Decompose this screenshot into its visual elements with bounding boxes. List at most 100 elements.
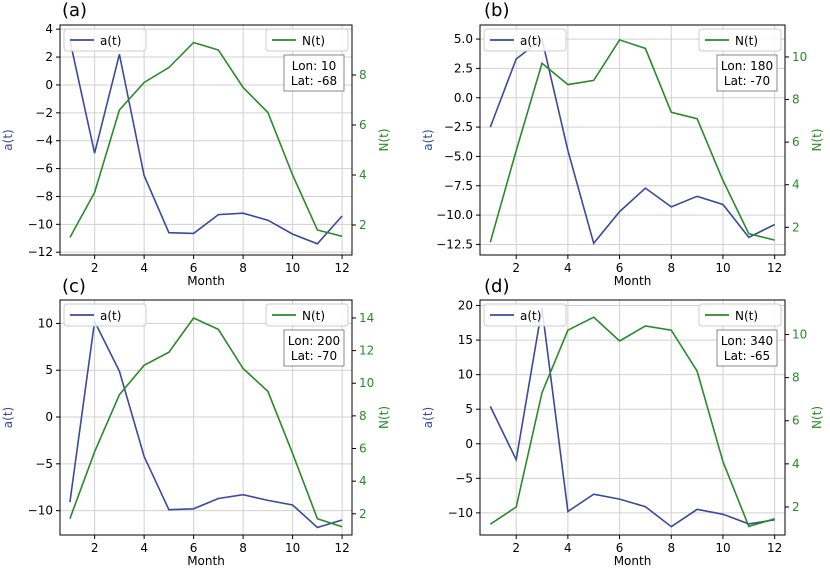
y-right-tick-label: 2 bbox=[359, 218, 367, 232]
series-line-a bbox=[69, 40, 343, 245]
y-left-tick-label: −7.5 bbox=[444, 179, 473, 193]
legend-a: a(t) bbox=[483, 28, 567, 52]
y-left-tick-label: −5 bbox=[455, 471, 473, 485]
x-tick-label: 10 bbox=[285, 261, 300, 275]
legend-box bbox=[698, 28, 782, 52]
y-left-tick-label: −5.0 bbox=[444, 149, 473, 163]
y-left-tick-label: 0 bbox=[465, 437, 473, 451]
legend-box bbox=[265, 303, 349, 327]
x-tick-label: 10 bbox=[715, 541, 730, 555]
y-left-axis-label: a(t) bbox=[1, 129, 15, 150]
x-tick-label: 4 bbox=[564, 261, 572, 275]
plot-frame bbox=[59, 24, 353, 256]
legend-n: N(t) bbox=[265, 28, 349, 52]
y-right-tick-label: 6 bbox=[359, 442, 367, 456]
y-left-tick-label: 4 bbox=[45, 22, 53, 36]
y-left-axis-label: a(t) bbox=[421, 407, 435, 428]
y-left-tick-label: −8 bbox=[35, 189, 53, 203]
y-left-tick-label: −4 bbox=[35, 134, 53, 148]
series-line-a bbox=[489, 308, 775, 528]
y-left-tick-label: −12 bbox=[28, 245, 53, 259]
series-line-a bbox=[69, 318, 343, 529]
y-right-tick-label: 8 bbox=[359, 68, 367, 82]
info-box-frame bbox=[716, 54, 778, 92]
legend-box bbox=[698, 303, 782, 327]
x-tick-label: 12 bbox=[334, 541, 349, 555]
y-right-tick-label: 4 bbox=[792, 457, 800, 471]
x-tick-label: 4 bbox=[140, 261, 148, 275]
y-right-tick-label: 2 bbox=[792, 220, 800, 234]
y-left-tick-label: 15 bbox=[458, 333, 473, 347]
y-right-tick-label: 4 bbox=[792, 178, 800, 192]
legend-box bbox=[63, 303, 147, 327]
legend-a: a(t) bbox=[63, 303, 147, 327]
panel-label: (b) bbox=[484, 0, 509, 21]
x-axis-label: Month bbox=[614, 274, 652, 288]
x-axis-label: Month bbox=[614, 554, 652, 568]
legend-label-n: N(t) bbox=[735, 34, 758, 48]
panel-a: (a) 2 4 6 8 10 12 Month −12 −10 −8 −6 −4 −2 0 2 4 a(t) 2 4 6… bbox=[1, 0, 391, 288]
x-tick-label: 8 bbox=[667, 541, 675, 555]
legend-label-a: a(t) bbox=[520, 34, 541, 48]
legend-n: N(t) bbox=[698, 303, 782, 327]
y-left-tick-label: 10 bbox=[38, 316, 53, 330]
y-right-tick-label: 4 bbox=[359, 474, 367, 488]
panel-c: (c) 2 4 6 8 10 12 Month −10 −5 0 5 10 a(t) 2 4 6 8 10 12 14 N… bbox=[1, 276, 391, 568]
x-tick-label: 2 bbox=[512, 261, 520, 275]
legend-label-a: a(t) bbox=[520, 309, 541, 323]
y-right-axis-label: N(t) bbox=[810, 128, 824, 151]
y-left-tick-label: 10 bbox=[458, 368, 473, 382]
legend-a: a(t) bbox=[483, 303, 567, 327]
x-tick-label: 6 bbox=[616, 541, 624, 555]
y-left-tick-label: 20 bbox=[458, 299, 473, 313]
y-left-tick-label: −5 bbox=[35, 457, 53, 471]
legend-n: N(t) bbox=[698, 28, 782, 52]
y-left-tick-label: −2.5 bbox=[444, 120, 473, 134]
x-tick-label: 4 bbox=[140, 541, 148, 555]
y-left-tick-label: 5 bbox=[465, 402, 473, 416]
y-right-tick-label: 12 bbox=[359, 344, 374, 358]
legend-label-a: a(t) bbox=[100, 34, 121, 48]
legend-label-n: N(t) bbox=[735, 309, 758, 323]
x-tick-label: 2 bbox=[91, 541, 99, 555]
legend-box bbox=[265, 28, 349, 52]
x-tick-label: 8 bbox=[667, 261, 675, 275]
y-left-tick-label: −10 bbox=[28, 504, 53, 518]
y-left-tick-label: 0 bbox=[45, 78, 53, 92]
x-tick-label: 2 bbox=[512, 541, 520, 555]
panel-b: (b) 2 4 6 8 10 12 Month −12.5 −10.0 −7.5 −5.0 −2.5 0.… bbox=[421, 0, 824, 288]
plot-frame bbox=[479, 299, 786, 536]
x-tick-label: 6 bbox=[190, 541, 198, 555]
info-line: Lat: -70 bbox=[291, 349, 337, 363]
legend-n: N(t) bbox=[265, 303, 349, 327]
panel-d: (d) 2 4 6 8 10 12 Month −10 −5 0 5 10 15 20 a(t) 2 4 6 8 10 N… bbox=[421, 276, 824, 568]
x-tick-label: 6 bbox=[190, 261, 198, 275]
y-right-tick-label: 6 bbox=[359, 118, 367, 132]
legend-label-a: a(t) bbox=[100, 309, 121, 323]
x-tick-label: 2 bbox=[91, 261, 99, 275]
y-right-tick-label: 10 bbox=[359, 376, 374, 390]
info-line: Lon: 200 bbox=[288, 334, 340, 348]
info-box-frame bbox=[283, 54, 345, 92]
x-tick-label: 4 bbox=[564, 541, 572, 555]
info-line: Lat: -68 bbox=[291, 74, 337, 88]
y-right-tick-label: 4 bbox=[359, 168, 367, 182]
info-box-frame bbox=[283, 329, 345, 367]
y-right-tick-label: 10 bbox=[792, 50, 807, 64]
y-right-tick-label: 8 bbox=[792, 371, 800, 385]
info-line: Lat: -70 bbox=[724, 74, 770, 88]
y-left-tick-label: 2 bbox=[45, 50, 53, 64]
panel-label: (d) bbox=[484, 276, 509, 297]
legend-box bbox=[483, 303, 567, 327]
x-tick-label: 8 bbox=[239, 261, 247, 275]
y-right-tick-label: 8 bbox=[359, 409, 367, 423]
y-left-tick-label: −6 bbox=[35, 162, 53, 176]
y-left-tick-label: −10 bbox=[448, 506, 473, 520]
legend-label-n: N(t) bbox=[302, 309, 325, 323]
y-right-axis-label: N(t) bbox=[377, 406, 391, 429]
